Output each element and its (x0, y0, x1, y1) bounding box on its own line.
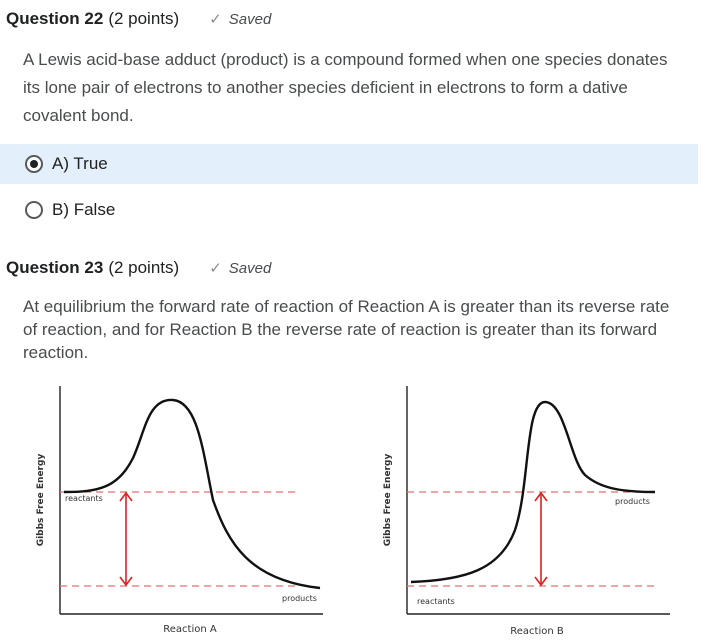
option-a-true[interactable]: A) True (0, 144, 698, 184)
reaction-a-title: Reaction A (163, 624, 217, 635)
reaction-b-title: Reaction B (510, 626, 564, 637)
question-22-points: (2 points) (108, 9, 180, 28)
reactants-label: reactants (417, 597, 455, 606)
y-axis-label: Gibbs Free Energy (383, 454, 393, 547)
option-b-label[interactable]: B) False (52, 200, 116, 219)
reaction-b-diagram: reactants products Gibbs Free Energy Rea… (383, 386, 670, 637)
question-23-header: Question 23 (2 points) ✓ Saved (6, 256, 271, 280)
question-22-text: A Lewis acid-base adduct (product) is a … (23, 50, 668, 125)
radio-button[interactable] (25, 201, 43, 219)
y-axis-label: Gibbs Free Energy (36, 454, 46, 547)
check-icon: ✓ (209, 260, 222, 277)
arrow-head-down (534, 576, 548, 587)
question-22-header: Question 22 (2 points) ✓ Saved (6, 7, 271, 31)
question-22-title: Question 22 (6, 9, 104, 28)
radio-button-selected[interactable] (25, 155, 43, 173)
question-23-saved-status: ✓ Saved (209, 259, 272, 278)
question-22-saved-status: ✓ Saved (209, 10, 272, 29)
reaction-a-diagram: reactants products Gibbs Free Energy Rea… (36, 386, 323, 635)
arrow-head-down (119, 576, 133, 587)
saved-label: Saved (228, 259, 272, 277)
question-23-text: At equilibrium the forward rate of react… (23, 297, 670, 362)
energy-curve (63, 398, 321, 590)
check-icon: ✓ (209, 11, 222, 28)
arrow-head-up (119, 491, 133, 502)
question-23-title: Question 23 (6, 258, 104, 277)
products-label: products (282, 594, 317, 603)
saved-label: Saved (228, 10, 272, 28)
products-label: products (615, 497, 650, 506)
question-23-points: (2 points) (108, 258, 180, 277)
energy-curve (410, 400, 656, 584)
arrow-head-up (534, 491, 548, 502)
option-a-label[interactable]: A) True (52, 154, 108, 173)
option-b-false[interactable]: B) False (0, 190, 698, 230)
reactants-label: reactants (65, 494, 103, 503)
